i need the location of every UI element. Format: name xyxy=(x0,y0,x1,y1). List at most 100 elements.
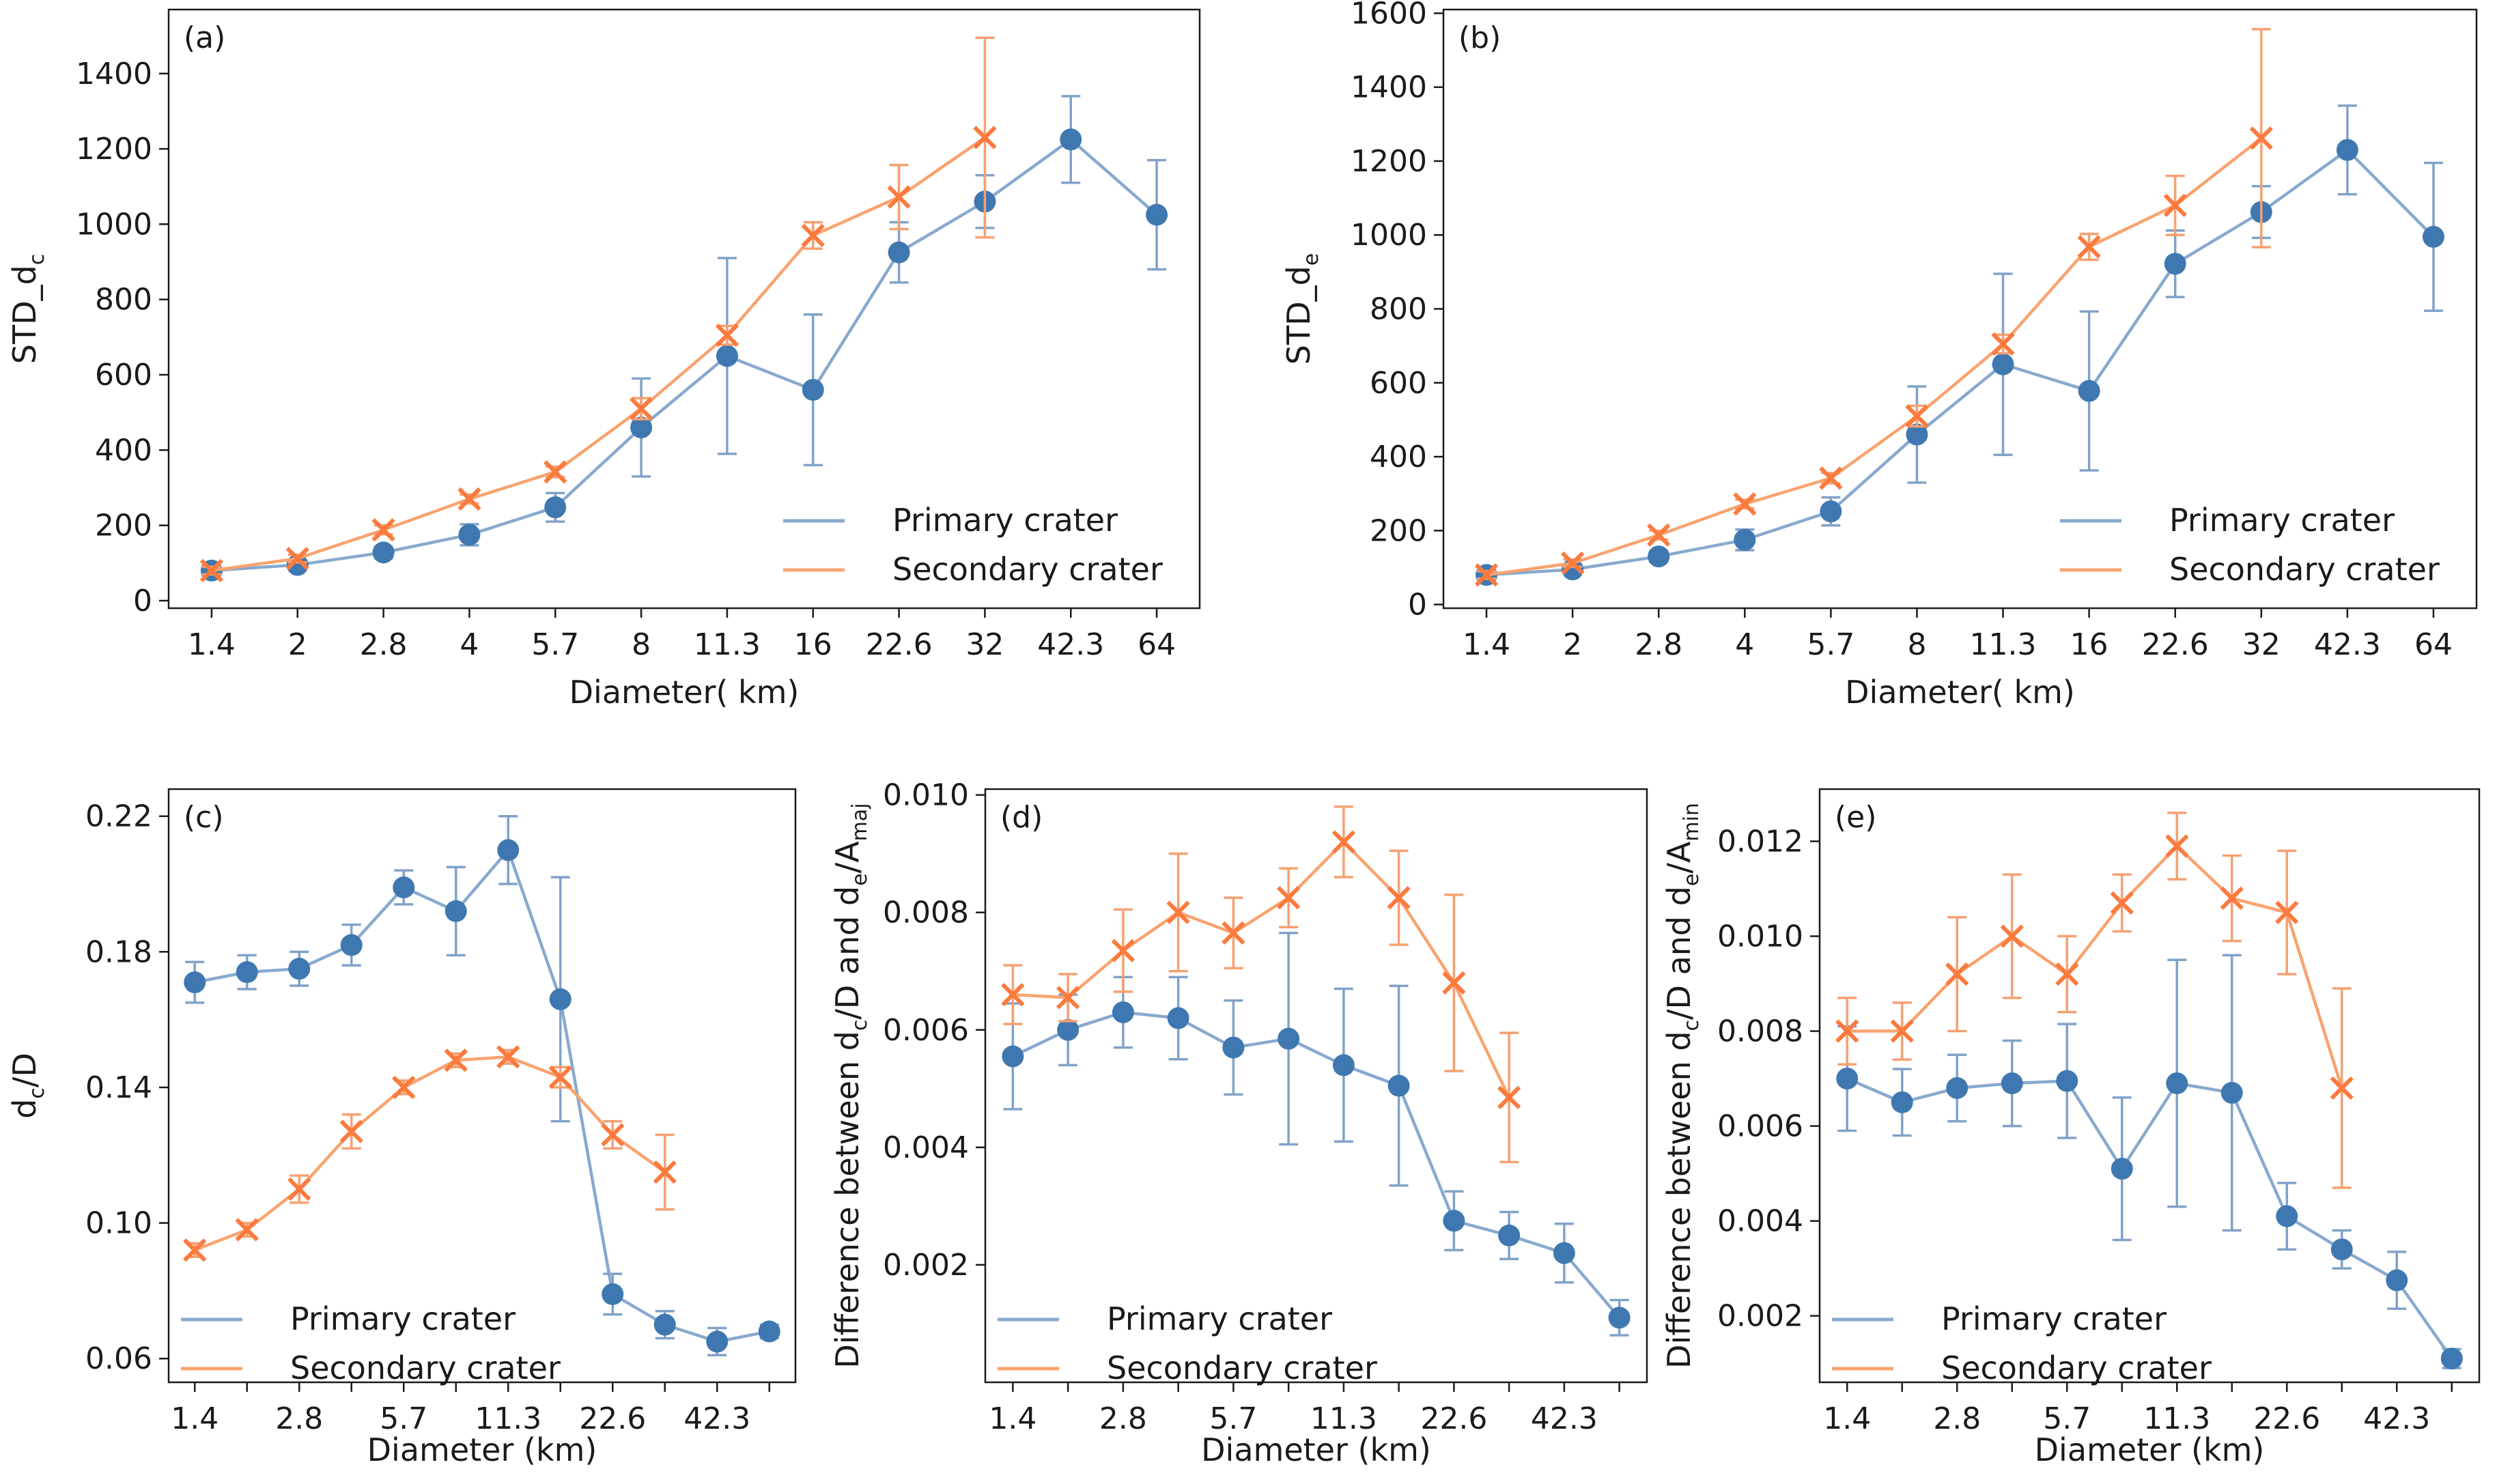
panel-tag: (a) xyxy=(184,20,225,55)
x-tick-label: 2.8 xyxy=(275,1401,323,1436)
x-tick-label: 16 xyxy=(2070,627,2108,662)
primary-crater-point xyxy=(1002,1045,1024,1068)
x-marker-stroke xyxy=(496,1045,520,1069)
primary-crater-point xyxy=(1992,353,2014,375)
panel-tag: (d) xyxy=(1000,800,1043,835)
x-tick-label: 22.6 xyxy=(579,1401,646,1436)
y-axis-label: Difference between dc/D and de/Amin xyxy=(1661,803,1704,1369)
primary-crater-point xyxy=(630,416,653,439)
x-tick-label: 2.8 xyxy=(1635,627,1682,662)
secondary-crater-point xyxy=(2165,834,2189,858)
primary-crater-point xyxy=(758,1320,780,1343)
secondary-crater-point xyxy=(1561,551,1585,575)
x-marker-stroke xyxy=(339,1119,363,1143)
secondary-crater-point xyxy=(1905,404,1929,428)
panel-tag: (c) xyxy=(184,800,224,835)
primary-crater-point xyxy=(2386,1269,2408,1292)
secondary-crater-point xyxy=(1331,830,1355,854)
x-marker-stroke xyxy=(2330,1076,2354,1100)
secondary-crater-point xyxy=(1277,886,1301,910)
y-axis-label-part: /D and d xyxy=(829,886,866,1020)
x-marker-stroke xyxy=(1945,962,1969,986)
x-marker-stroke xyxy=(2249,126,2273,150)
primary-crater-point xyxy=(2111,1158,2133,1180)
y-axis-label: STD_dc xyxy=(6,254,49,364)
secondary-crater-point xyxy=(601,1123,625,1147)
legend-secondary-label: Secondary crater xyxy=(892,551,1163,588)
y-tick-label: 0.008 xyxy=(883,896,969,930)
y-tick-label: 0.008 xyxy=(1717,1014,1803,1049)
secondary-crater-point xyxy=(1387,886,1411,910)
y-tick-label: 0.006 xyxy=(1717,1109,1803,1144)
y-tick-label: 0.002 xyxy=(1717,1299,1803,1334)
secondary-crater-point xyxy=(715,323,739,347)
x-marker-stroke xyxy=(285,547,309,571)
primary-crater-point xyxy=(1836,1068,1859,1090)
secondary-crater-point xyxy=(1819,466,1843,490)
x-tick-label: 8 xyxy=(1907,627,1926,662)
x-marker-stroke xyxy=(1474,563,1499,587)
x-tick-label: 1.4 xyxy=(1463,627,1510,662)
y-tick-label: 200 xyxy=(1370,513,1427,548)
y-axis-label: dc/D xyxy=(6,1053,49,1119)
primary-crater-point xyxy=(1112,1001,1134,1023)
y-tick-label: 600 xyxy=(95,358,152,393)
primary-crater-point xyxy=(544,496,567,519)
y-axis-label-subscript: e xyxy=(1680,874,1704,886)
y-tick-label: 1400 xyxy=(76,57,152,91)
x-marker-stroke xyxy=(287,1177,311,1201)
legend-primary-label: Primary crater xyxy=(2169,502,2395,539)
y-tick-label: 600 xyxy=(1370,366,1427,401)
y-axis-label-part: /A xyxy=(829,841,866,873)
secondary-crater-point xyxy=(887,185,911,209)
legend: Primary crater Secondary crater xyxy=(2060,502,2440,588)
secondary-crater-point xyxy=(1991,332,2015,356)
x-marker-stroke xyxy=(1166,900,1190,924)
x-marker-stroke xyxy=(457,487,481,511)
x-marker-stroke xyxy=(444,1048,468,1072)
secondary-crater-point xyxy=(183,1238,207,1262)
primary-crater-point xyxy=(1146,203,1168,226)
secondary-crater-line xyxy=(1013,840,1511,1098)
y-axis-label-part: d xyxy=(6,1099,43,1119)
x-marker-stroke xyxy=(1991,332,2015,356)
primary-crater-point xyxy=(1443,1210,1465,1232)
x-tick-label: 2 xyxy=(288,627,307,662)
primary-crater-point xyxy=(1060,128,1082,151)
secondary-crater-point xyxy=(1890,1019,1914,1043)
legend-primary-label: Primary crater xyxy=(1107,1300,1332,1337)
x-marker-stroke xyxy=(1561,551,1585,575)
x-marker-stroke xyxy=(544,460,567,484)
secondary-crater-point xyxy=(653,1160,677,1184)
x-tick-label: 22.6 xyxy=(2142,627,2209,662)
y-tick-label: 400 xyxy=(1370,440,1427,474)
y-tick-label: 1600 xyxy=(1351,0,1427,31)
x-tick-label: 32 xyxy=(2242,627,2281,662)
x-marker-stroke xyxy=(715,323,739,347)
y-axis-label-subscript: e xyxy=(1299,253,1323,266)
primary-crater-point xyxy=(372,541,395,564)
y-tick-label: 1000 xyxy=(1351,218,1427,253)
x-tick-label: 22.6 xyxy=(866,627,933,662)
secondary-crater-point xyxy=(371,518,395,542)
secondary-crater-point xyxy=(548,1065,572,1089)
plot-frame xyxy=(1818,788,2481,1384)
y-tick-label: 0 xyxy=(1408,588,1427,623)
secondary-crater-line xyxy=(194,1055,666,1252)
y-axis-label-part: STD_d xyxy=(1280,266,1317,365)
secondary-crater-point xyxy=(235,1218,259,1242)
x-marker-stroke xyxy=(183,1238,207,1262)
x-tick-label: 11.3 xyxy=(1310,1401,1377,1436)
x-tick-label: 42.3 xyxy=(2314,627,2381,662)
panel-tag: (b) xyxy=(1458,20,1501,55)
secondary-crater-line xyxy=(211,136,986,573)
y-tick-label: 0.18 xyxy=(85,934,152,969)
primary-crater-point xyxy=(497,839,520,861)
plot-frame xyxy=(984,788,1648,1384)
secondary-crater-point xyxy=(2055,962,2079,986)
secondary-crater-point xyxy=(1001,983,1025,1007)
x-tick-label: 16 xyxy=(794,627,832,662)
x-marker-stroke xyxy=(1277,886,1301,910)
primary-crater-point xyxy=(2276,1205,2298,1227)
legend: Primary crater Secondary crater xyxy=(1832,1300,2212,1386)
